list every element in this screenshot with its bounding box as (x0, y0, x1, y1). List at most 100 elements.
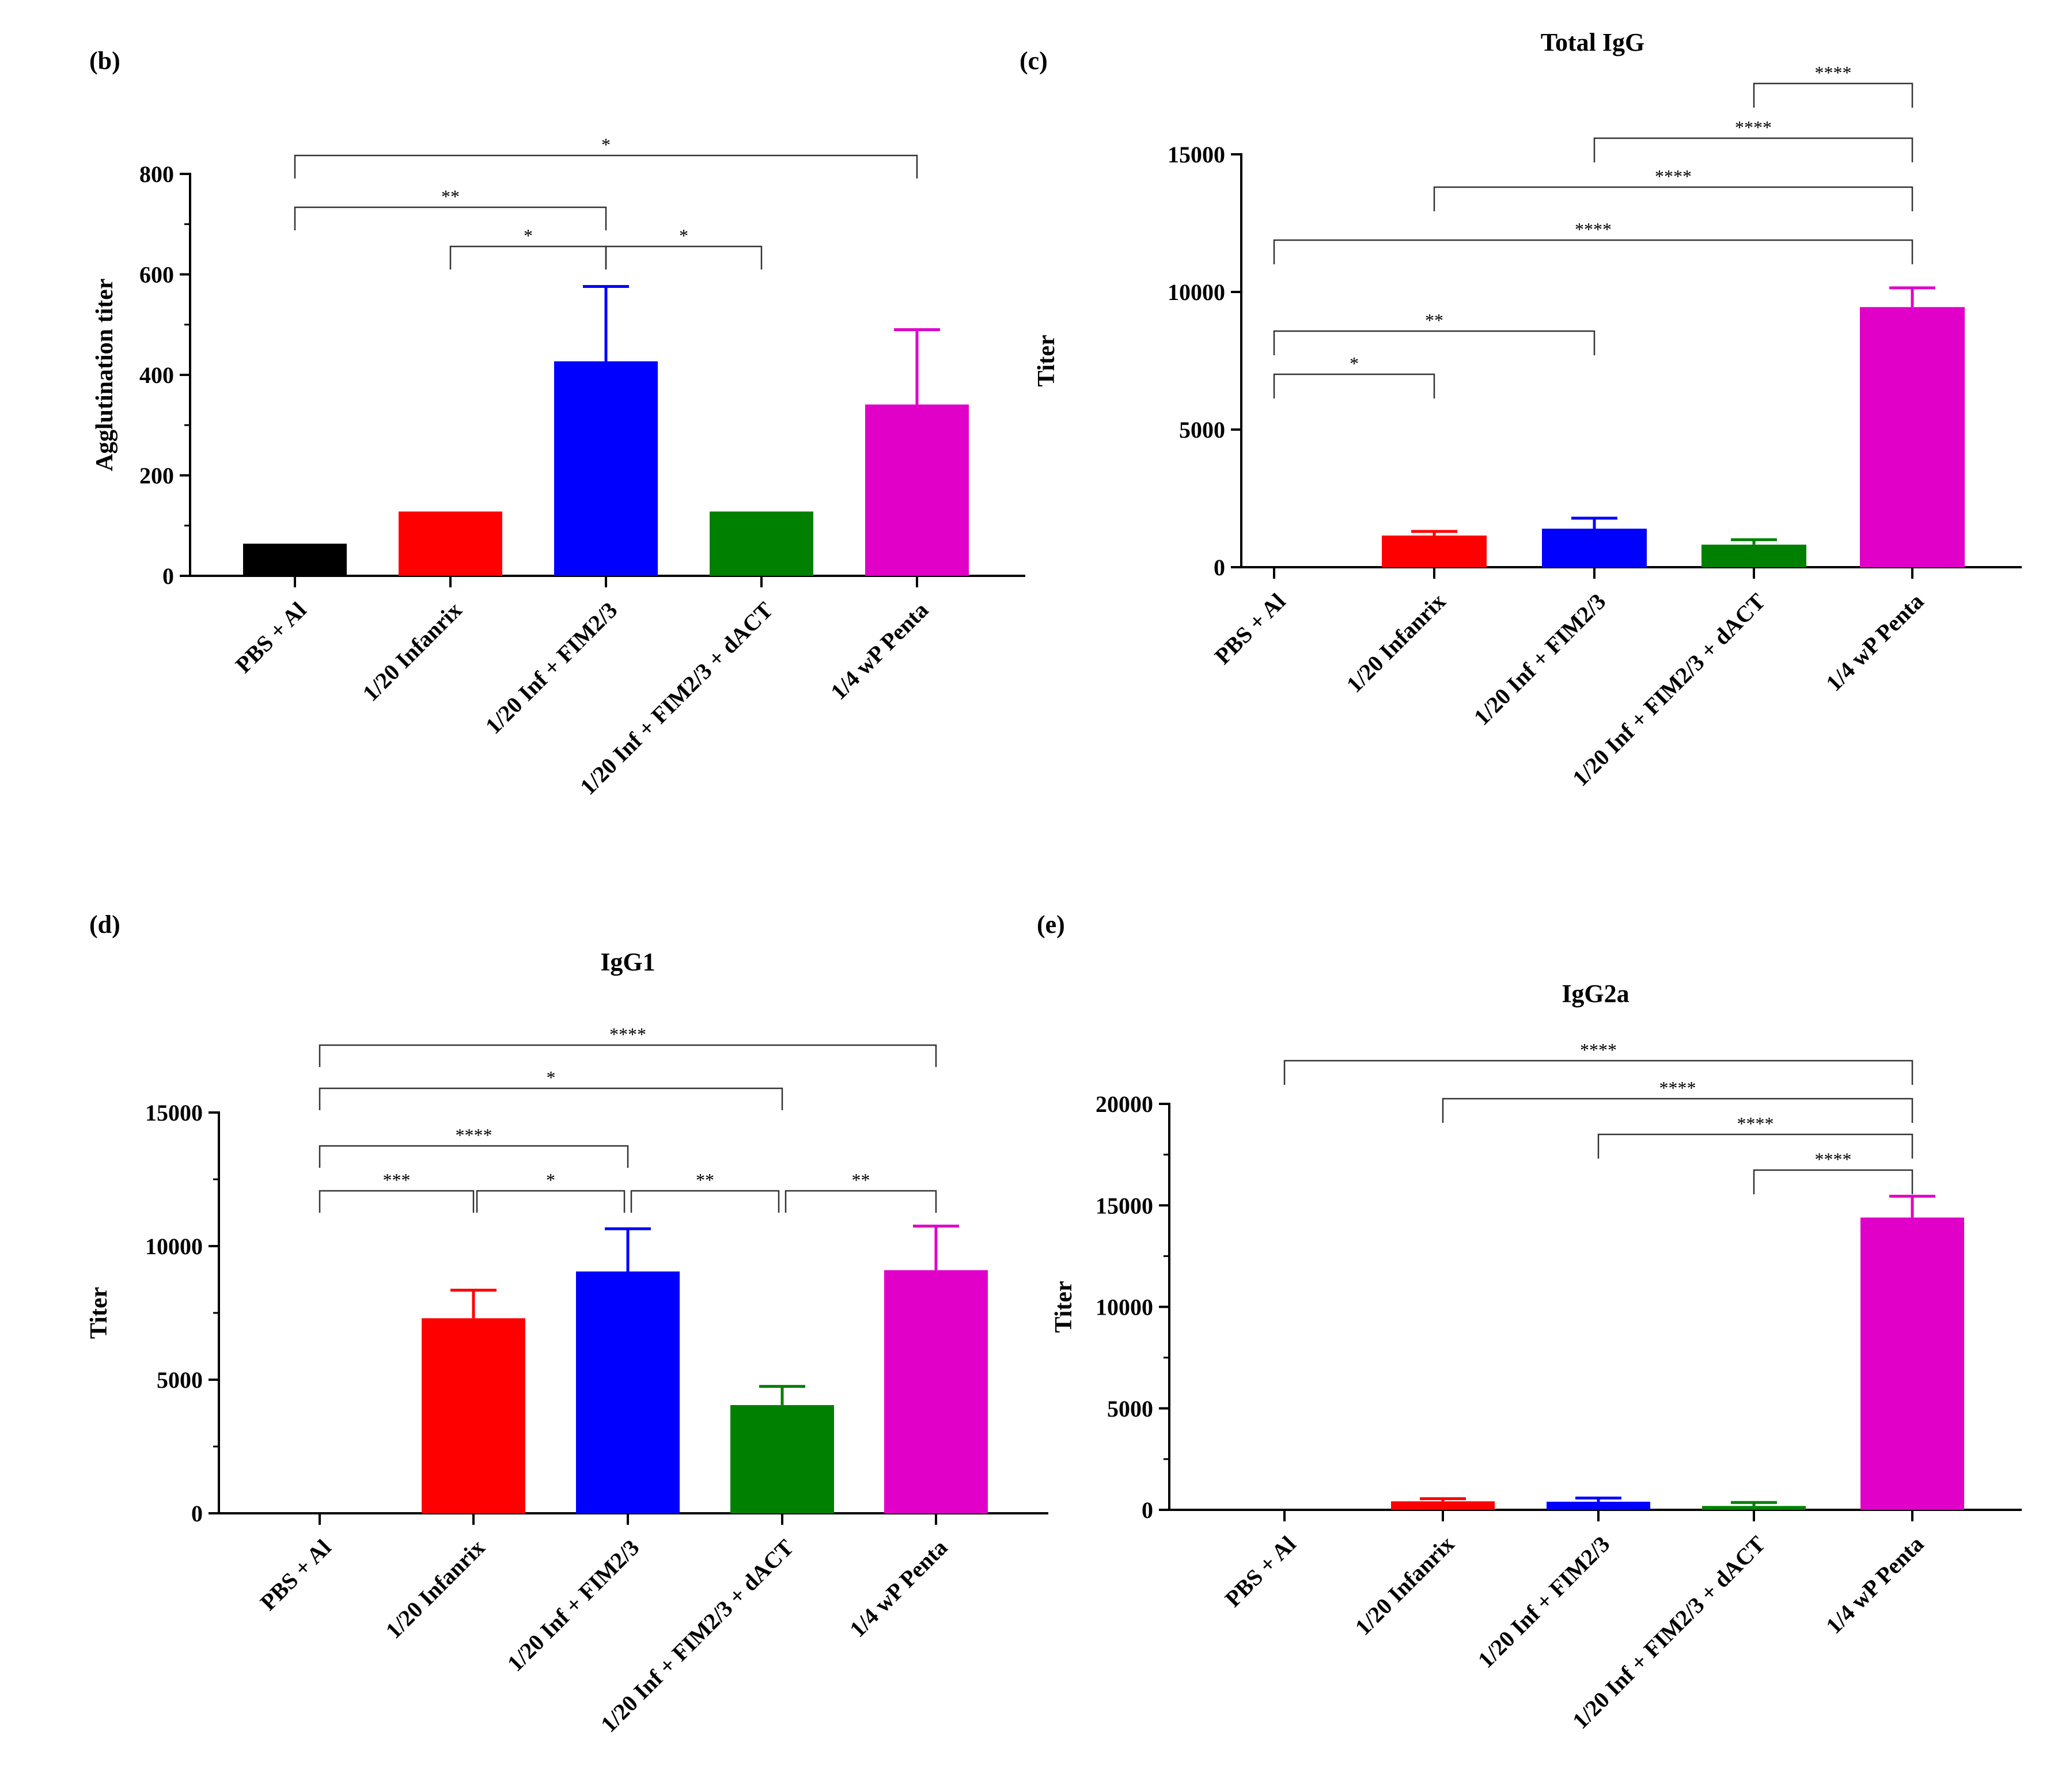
y-tick-label: 0 (191, 1501, 203, 1527)
y-tick-label: 15000 (145, 1100, 203, 1126)
y-tick-label: 5000 (157, 1367, 203, 1393)
significance-bracket (449, 245, 607, 269)
significance-label: * (601, 134, 611, 155)
y-tick-label: 0 (162, 563, 174, 589)
bar (730, 1405, 834, 1513)
x-category-label: 1/20 Inf + FIM2/3 (502, 1535, 645, 1677)
y-tick-label: 10000 (145, 1233, 203, 1259)
significance-label: * (546, 1170, 555, 1190)
y-tick-label: 15000 (1168, 142, 1225, 168)
panel-c: (c) Total IgG 0 5000 10000 15000 Titer PBS + Al… (1020, 28, 2022, 791)
significance-bracket (1753, 82, 1913, 108)
x-category-label: 1/4 wP Penta (825, 597, 933, 705)
panel-d: (d) IgG1 0 5000 10000 15000 Titer PBS + Al 1/20 … (86, 910, 1048, 1737)
y-tick-label: 5000 (1179, 417, 1225, 443)
significance-bracket (1273, 330, 1596, 355)
significance-bracket (1433, 186, 1913, 211)
bar (710, 511, 813, 576)
significance-label: **** (1659, 1077, 1696, 1098)
panel-letter: (b) (89, 47, 120, 75)
bar (1702, 1506, 1806, 1510)
significance-bracket (785, 1190, 937, 1213)
significance-bracket (1597, 1133, 1913, 1159)
y-tick-label: 5000 (1107, 1396, 1153, 1422)
y-tick-label: 10000 (1096, 1294, 1153, 1320)
significance-label: **** (456, 1125, 492, 1145)
significance-label: **** (1815, 1149, 1852, 1170)
x-category-label: PBS + Al (1210, 589, 1291, 670)
y-tick-label: 400 (139, 362, 174, 388)
bar (1233, 1509, 1336, 1510)
significance-bracket (1753, 1169, 1913, 1194)
y-tick-label: 20000 (1096, 1091, 1153, 1117)
significance-bracket (1273, 239, 1913, 264)
x-category-label: 1/20 Inf + FIM2/3 (1469, 589, 1611, 731)
y-tick-label: 200 (139, 463, 174, 489)
panel-letter: (e) (1037, 910, 1065, 939)
bar (884, 1270, 988, 1513)
y-axis-label: Titer (86, 1287, 112, 1339)
significance-bracket (1442, 1098, 1913, 1123)
bar (1860, 1217, 1964, 1510)
y-axis-label: Titer (1051, 1281, 1077, 1332)
bar (422, 1318, 525, 1513)
bar (554, 361, 658, 576)
y-tick-label: 0 (1142, 1497, 1153, 1523)
significance-label: * (524, 225, 533, 246)
significance-label: ** (1425, 310, 1443, 331)
y-tick-label: 600 (139, 262, 174, 288)
x-category-label: 1/20 Infanrix (358, 597, 467, 707)
x-category-label: 1/4 wP Penta (1821, 1531, 1928, 1639)
y-tick-label: 10000 (1168, 279, 1225, 305)
panel-e: (e) IgG2a 0 5000 10000 15000 20000 Titer PBS + A… (1037, 910, 2022, 1734)
significance-bracket (319, 1087, 783, 1110)
bar (243, 544, 347, 576)
x-category-label: PBS + Al (1220, 1531, 1301, 1612)
significance-bracket (294, 154, 918, 179)
x-category-label: 1/20 Inf + FIM2/3 (480, 597, 623, 739)
significance-bracket (1283, 1060, 1913, 1085)
bar (1701, 544, 1806, 567)
panel-letter: (c) (1020, 47, 1048, 75)
significance-label: * (1350, 353, 1359, 374)
significance-bracket (630, 1190, 780, 1213)
significance-bracket (476, 1190, 626, 1213)
x-category-label: 1/20 Inf + FIM2/3 (1473, 1531, 1615, 1673)
bar (1860, 307, 1965, 567)
significance-label: **** (1735, 117, 1772, 138)
significance-label: **** (1655, 166, 1692, 187)
y-tick-label: 0 (1214, 555, 1225, 580)
significance-label: ** (696, 1170, 714, 1190)
bar (865, 404, 969, 576)
significance-label: ** (441, 186, 460, 207)
bar (1547, 1501, 1650, 1510)
x-category-label: PBS + Al (230, 597, 312, 678)
panel-title: IgG2a (1562, 979, 1629, 1008)
x-category-label: 1/4 wP Penta (1821, 589, 1928, 696)
significance-bracket (294, 206, 607, 230)
significance-bracket (319, 1145, 629, 1168)
significance-label: **** (1575, 219, 1612, 240)
x-category-label: 1/20 Infanrix (381, 1535, 490, 1644)
significance-label: **** (1815, 62, 1852, 83)
bar (576, 1271, 680, 1513)
panel-letter: (d) (89, 910, 120, 939)
significance-label: ** (852, 1170, 870, 1190)
significance-bracket (1273, 373, 1435, 398)
y-axis-label: Agglutination titer (92, 279, 118, 472)
significance-label: **** (1737, 1113, 1774, 1134)
bar (1542, 529, 1647, 567)
significance-bracket (319, 1190, 475, 1213)
bar (1391, 1501, 1495, 1510)
bar (399, 511, 502, 576)
x-category-label: 1/20 Infanrix (1341, 589, 1451, 698)
significance-bracket (319, 1044, 937, 1067)
significance-label: * (547, 1067, 556, 1088)
significance-label: **** (609, 1024, 646, 1045)
significance-label: * (679, 225, 688, 246)
y-axis-label: Titer (1033, 335, 1060, 386)
panel-title: Total IgG (1541, 28, 1645, 56)
y-tick-label: 15000 (1096, 1193, 1153, 1218)
x-category-label: 1/20 Infanrix (1350, 1531, 1460, 1641)
